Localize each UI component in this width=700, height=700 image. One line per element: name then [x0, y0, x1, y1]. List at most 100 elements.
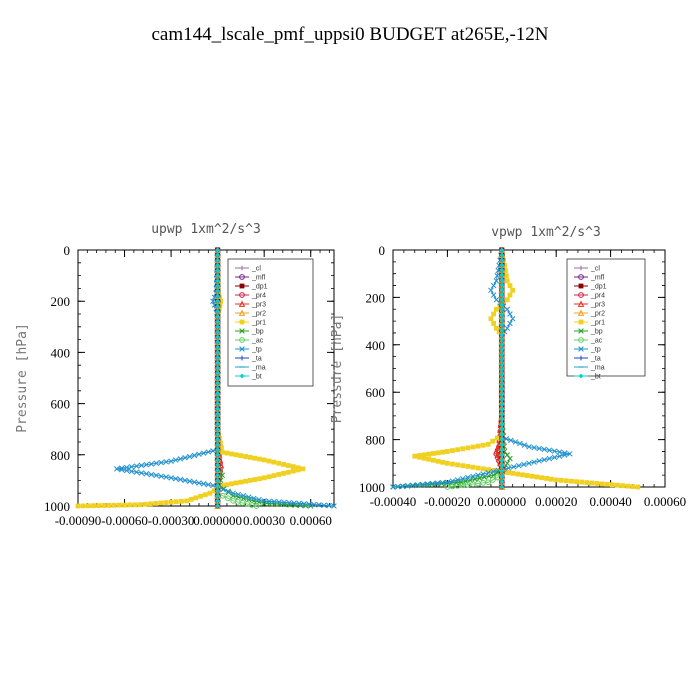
data-point [163, 474, 169, 480]
legend-label: _ta [590, 356, 601, 363]
data-point [301, 501, 307, 507]
data-point [118, 466, 125, 473]
data-point [499, 479, 505, 485]
data-point [499, 437, 505, 442]
data-point [470, 473, 476, 480]
data-point [400, 483, 406, 489]
data-point [499, 322, 505, 328]
data-point [499, 422, 505, 428]
data-point [196, 480, 202, 486]
data-point [490, 438, 496, 444]
data-point [512, 439, 519, 445]
data-point [426, 456, 432, 462]
data-point [138, 470, 145, 476]
data-point [114, 466, 120, 472]
data-point [499, 427, 505, 433]
x-tick-label: 0.00060 [644, 494, 686, 509]
y-axis-label: Pressure [hPa] [15, 323, 30, 433]
data-point [75, 503, 81, 509]
data-point [215, 380, 221, 386]
data-point [168, 458, 174, 464]
data-point [286, 469, 291, 475]
data-point [499, 272, 505, 278]
legend-label: _cl [590, 266, 600, 273]
data-point [556, 449, 563, 455]
data-point [488, 316, 494, 322]
data-point [215, 288, 221, 294]
data-point [499, 347, 505, 353]
data-point [574, 479, 579, 485]
data-point [465, 474, 471, 481]
chart-panel-1: upwp 1xm^2/s^3 Pressure [hPa] 0 200 400 600 80… [15, 222, 337, 528]
data-point [584, 480, 590, 485]
legend-marker [239, 292, 245, 298]
data-point [529, 473, 535, 479]
data-point [493, 306, 499, 312]
data-point [266, 474, 272, 480]
data-point [508, 437, 514, 444]
data-point [455, 447, 460, 453]
data-point [499, 407, 505, 413]
figure-title: cam144_lscale_pmf_uppsi0 BUDGET at265E,-… [152, 24, 549, 45]
legend-label: _tp [251, 347, 262, 354]
data-point [480, 466, 486, 472]
data-point [499, 377, 505, 383]
data-point [172, 475, 179, 482]
data-point [253, 503, 260, 509]
data-point [465, 464, 471, 469]
data-point [521, 461, 527, 468]
data-point [485, 441, 491, 447]
data-point [215, 472, 221, 478]
legend-label: _dp1 [590, 284, 607, 291]
data-point [218, 440, 223, 446]
data-point [499, 382, 505, 388]
legend-marker [578, 283, 584, 289]
legend: _cl _mfl _dp1 _pr4 _pr3 _pr2 _pr1 _bp _ac _tp _ta _… [227, 258, 314, 387]
data-point [215, 324, 221, 330]
data-point [480, 442, 486, 448]
data-point [491, 468, 497, 473]
legend-label: _pr2 [251, 311, 266, 318]
data-point [261, 457, 267, 463]
data-point [475, 472, 481, 478]
data-point [153, 460, 160, 467]
data-point [510, 470, 516, 476]
data-point [499, 484, 505, 490]
data-point [215, 262, 221, 268]
data-point [163, 500, 169, 505]
legend-marker [578, 373, 584, 379]
data-point [499, 257, 505, 263]
legend-label: _ta [251, 356, 262, 363]
data-point [517, 440, 523, 447]
data-point [211, 488, 217, 494]
legend-marker [577, 309, 585, 316]
data-point [296, 500, 302, 507]
data-point [499, 292, 505, 298]
data-point [561, 452, 568, 458]
data-point [306, 501, 312, 507]
data-point [494, 272, 501, 279]
data-point [215, 375, 221, 381]
data-point [215, 370, 221, 376]
data-point [475, 443, 481, 449]
data-point [215, 339, 221, 345]
data-point [80, 503, 86, 509]
data-point [493, 325, 499, 331]
data-point [215, 442, 221, 447]
data-point [316, 502, 322, 508]
x-tick-label: 0.000000 [477, 494, 526, 509]
series_tp [114, 247, 337, 509]
x-tick-label: 0.000000 [193, 513, 242, 528]
data-point [558, 477, 564, 483]
data-point [243, 454, 248, 459]
legend-label: _bp [251, 329, 264, 336]
data-point [499, 417, 505, 423]
legend-marker [239, 265, 245, 271]
data-point [271, 459, 277, 465]
data-point [118, 465, 125, 471]
data-point [133, 469, 140, 475]
data-point [499, 453, 505, 458]
data-point [235, 491, 242, 498]
data-point [630, 484, 636, 489]
legend-label: _bp [590, 329, 603, 336]
